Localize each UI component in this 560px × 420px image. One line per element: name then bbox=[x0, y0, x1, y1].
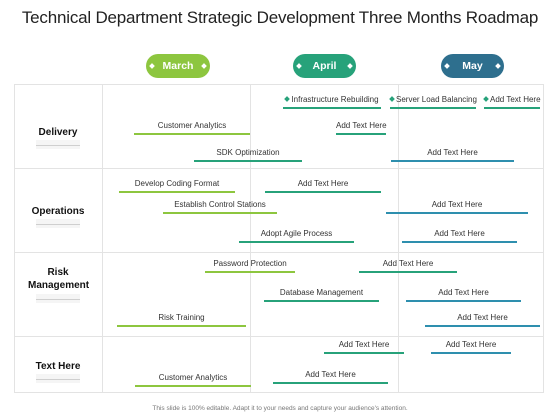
task-bar bbox=[402, 241, 517, 243]
grid-divider bbox=[14, 168, 544, 169]
label-underline bbox=[36, 145, 80, 146]
label-underline bbox=[36, 224, 80, 225]
task-bar bbox=[425, 325, 540, 327]
label-underline bbox=[36, 140, 80, 149]
task-bar bbox=[431, 352, 511, 354]
task-bar bbox=[484, 107, 540, 109]
task-bar bbox=[119, 191, 235, 193]
month-march: March bbox=[146, 54, 210, 78]
roadmap-grid bbox=[14, 84, 544, 393]
month-may: May bbox=[441, 54, 504, 78]
row-label-delivery: Delivery bbox=[38, 127, 78, 138]
page-title: Technical Department Strategic Developme… bbox=[21, 8, 539, 27]
task-bar bbox=[135, 385, 251, 387]
task-bar bbox=[134, 133, 250, 135]
diamond-icon bbox=[483, 96, 489, 102]
label-underline bbox=[36, 219, 80, 228]
label-underline bbox=[36, 294, 80, 303]
task-bar bbox=[390, 107, 476, 109]
grid-divider bbox=[250, 84, 251, 393]
task-bar bbox=[386, 212, 528, 214]
task-bar bbox=[273, 382, 388, 384]
task-bar bbox=[205, 271, 295, 273]
diamond-icon bbox=[389, 96, 395, 102]
grid-divider bbox=[398, 84, 399, 393]
grid-divider bbox=[14, 336, 544, 337]
month-april: April bbox=[293, 54, 356, 78]
task-bar bbox=[359, 271, 457, 273]
task-bar bbox=[406, 300, 521, 302]
task-bar bbox=[163, 212, 277, 214]
task-bar bbox=[194, 160, 302, 162]
row-label-text-here: Text Here bbox=[35, 361, 81, 372]
label-underline bbox=[36, 299, 80, 300]
task-bar bbox=[264, 300, 379, 302]
diamond-icon bbox=[284, 96, 291, 102]
task-bar bbox=[265, 191, 381, 193]
grid-divider bbox=[102, 84, 103, 393]
task-bar bbox=[117, 325, 246, 327]
row-label-risk-management: Risk Management bbox=[28, 267, 90, 291]
task-bar bbox=[324, 352, 404, 354]
task-bar bbox=[391, 160, 514, 162]
label-underline bbox=[36, 379, 80, 380]
task-bar bbox=[283, 107, 381, 109]
task-bar bbox=[239, 241, 354, 243]
label-underline bbox=[36, 374, 80, 383]
grid-divider bbox=[14, 252, 544, 253]
row-label-operations: Operations bbox=[31, 206, 85, 217]
task-bar bbox=[336, 133, 386, 135]
footer-note: This slide is 100% editable. Adapt it to… bbox=[152, 405, 408, 412]
